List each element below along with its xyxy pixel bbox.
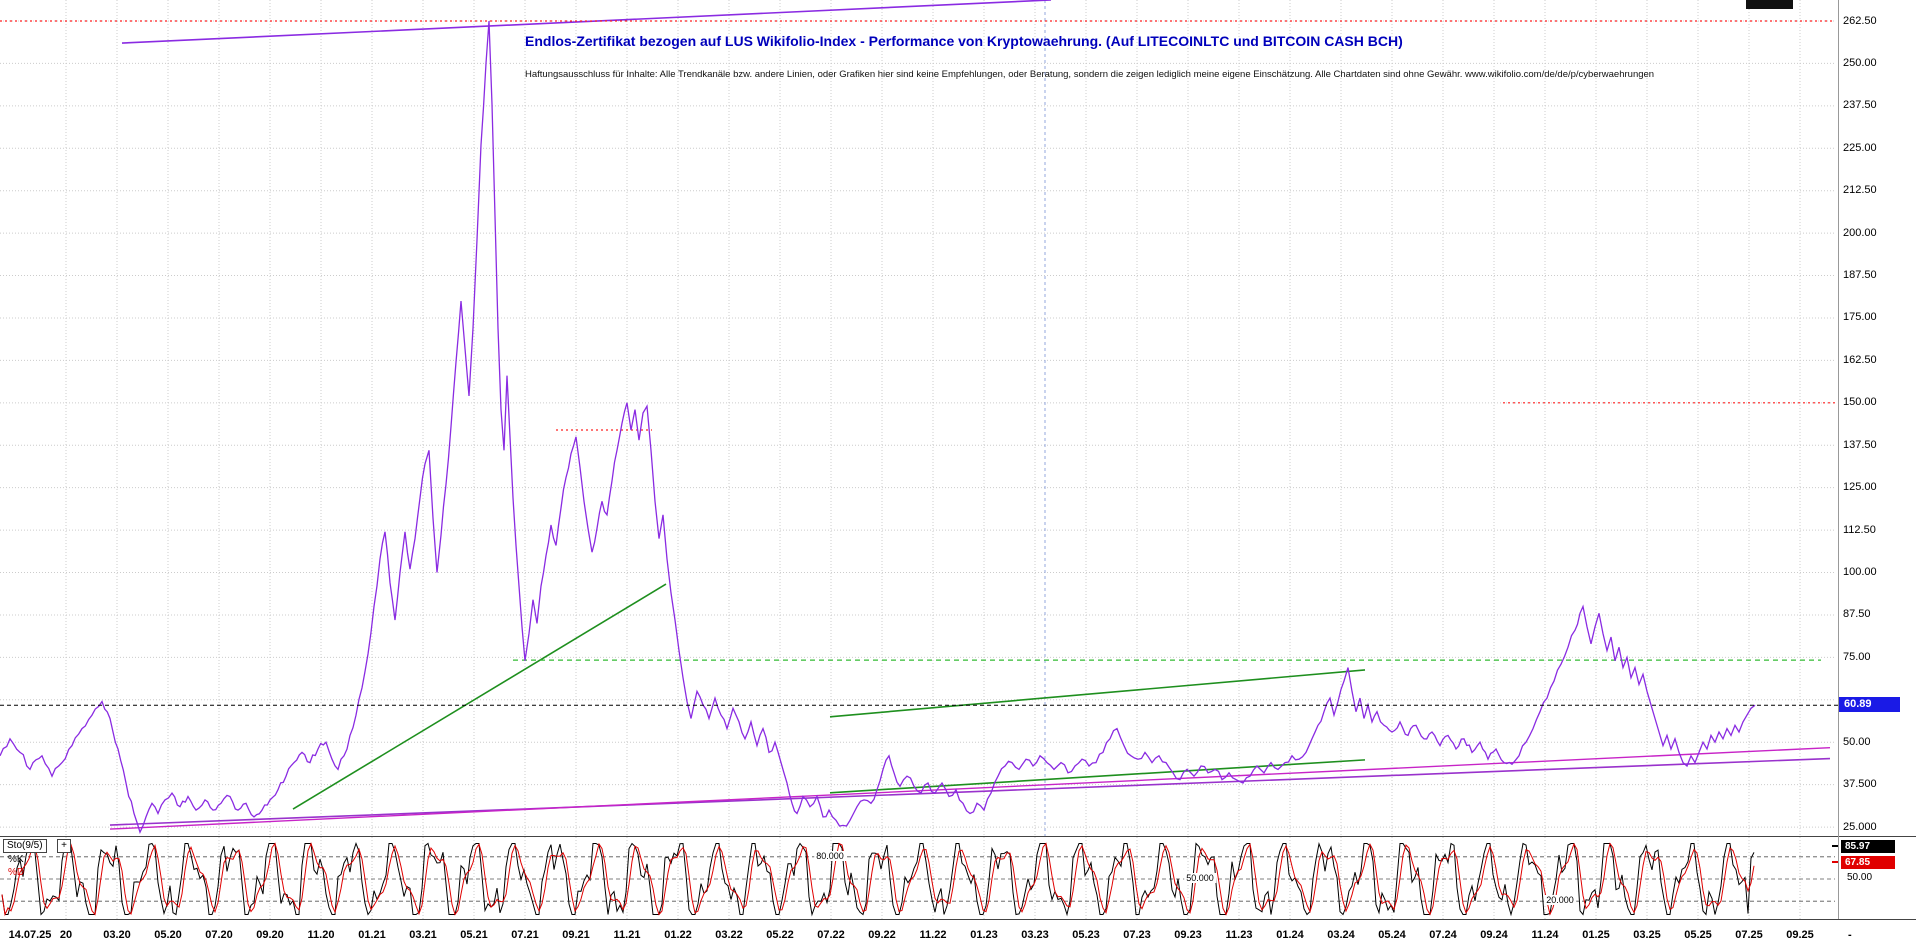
y-axis-label: 187.50 [1843, 269, 1877, 282]
x-axis-label: 01.23 [970, 929, 998, 941]
y-axis-label: 137.50 [1843, 438, 1877, 451]
x-axis-label: 11.22 [919, 929, 947, 941]
x-axis-label: 11.21 [613, 929, 641, 941]
time-axis: 14.07.25 20 03.20 05.20 07.20 09.20 11.20 01.21… [0, 929, 1916, 948]
y-axis-label: 100.00 [1843, 566, 1877, 579]
x-axis-label: 09.23 [1174, 929, 1202, 941]
x-axis-label: 03.22 [715, 929, 743, 941]
x-axis-label: 09.22 [868, 929, 896, 941]
x-axis-label: 09.21 [562, 929, 590, 941]
x-axis-label: 03.23 [1021, 929, 1049, 941]
x-axis-label: 14.07.25 [8, 929, 52, 941]
x-axis-label: 07.22 [817, 929, 845, 941]
mid-support-green [829, 759, 1366, 794]
time-axis-overflow-label: - [1848, 929, 1852, 941]
x-axis-label: 05.25 [1684, 929, 1712, 941]
disclaimer-text: Haftungsausschluss für Inhalte: Alle Tre… [525, 69, 1655, 80]
osc-level-label: 50.000 [1184, 873, 1216, 883]
current-price-badge: 60.89 [1839, 697, 1900, 712]
d-value-tick [1832, 861, 1838, 863]
x-axis-label: 01.25 [1582, 929, 1610, 941]
x-axis-label: 05.24 [1378, 929, 1406, 941]
y-axis-label: 125.00 [1843, 481, 1877, 494]
lower-support-magenta [109, 746, 1831, 830]
chart-title: Endlos-Zertifikat bezogen auf LUS Wikifo… [525, 33, 1403, 49]
y-axis-label: 175.00 [1843, 311, 1877, 324]
stochastic-d-label: %D [8, 867, 25, 878]
y-axis-label: 200.00 [1843, 226, 1877, 239]
x-axis-label: 07.24 [1429, 929, 1457, 941]
x-axis-label: 03.25 [1633, 929, 1661, 941]
x-axis-label: 09.25 [1786, 929, 1814, 941]
y-axis-label: 225.00 [1843, 141, 1877, 154]
stochastic-mid-axis-label: 50.00 [1841, 871, 1897, 884]
top-right-marker [1746, 0, 1793, 9]
stochastic-d-line [1, 842, 1755, 917]
osc-level-label: 80.000 [814, 850, 846, 861]
x-axis-label: 03.24 [1327, 929, 1355, 941]
y-axis-label: 212.50 [1843, 184, 1877, 197]
x-axis-label: 09.24 [1480, 929, 1508, 941]
stochastic-k-label: %K [8, 854, 24, 865]
x-axis-label: 20 [59, 929, 73, 941]
osc-level-label: 20.000 [1544, 895, 1576, 906]
x-axis-label: 01.21 [358, 929, 386, 941]
y-axis-label: 262.50 [1843, 14, 1877, 27]
rally-support-green [292, 583, 667, 810]
y-axis-label: 50.00 [1843, 735, 1871, 748]
x-axis-label: 11.23 [1225, 929, 1253, 941]
x-axis-label: 01.24 [1276, 929, 1304, 941]
x-axis-label: 09.20 [256, 929, 284, 941]
x-axis-label: 01.22 [664, 929, 692, 941]
mid-resistance-green [829, 669, 1366, 718]
x-axis-label: 05.20 [154, 929, 182, 941]
y-axis-label: 112.50 [1843, 523, 1876, 536]
x-axis-label: 05.22 [766, 929, 794, 941]
x-axis-label: 07.25 [1735, 929, 1763, 941]
y-axis-label: 250.00 [1843, 56, 1877, 69]
x-axis-label: 03.20 [103, 929, 131, 941]
x-axis-label: 05.23 [1072, 929, 1100, 941]
stochastic-k-value-badge: 85.97 [1841, 840, 1895, 853]
price-line [0, 20, 1756, 834]
stochastic-d-value-badge: 67.85 [1841, 856, 1895, 869]
indicator-name-button[interactable]: Sto(9/5) [3, 839, 47, 853]
x-axis-label: 03.21 [409, 929, 437, 941]
x-axis-label: 05.21 [460, 929, 488, 941]
x-axis-label: 07.21 [511, 929, 539, 941]
y-axis-label: 75.00 [1843, 650, 1871, 663]
x-axis-label: 11.24 [1531, 929, 1559, 941]
indicator-expand-button[interactable]: + [57, 839, 71, 853]
y-axis-label: 25.000 [1843, 820, 1877, 833]
y-axis-label: 162.50 [1843, 353, 1877, 366]
x-axis-label: 07.20 [205, 929, 233, 941]
lower-support-violet [109, 757, 1831, 826]
x-axis-label: 11.20 [307, 929, 335, 941]
x-axis-label: 07.23 [1123, 929, 1151, 941]
price-axis: 262.50 250.00 237.50 225.00 212.50 200.00 187.… [1843, 0, 1915, 948]
y-axis-label: 37.500 [1843, 778, 1877, 791]
y-axis-label: 237.50 [1843, 99, 1877, 112]
y-axis-label: 87.50 [1843, 608, 1871, 621]
k-value-tick [1832, 845, 1838, 847]
y-axis-label: 150.00 [1843, 396, 1877, 409]
